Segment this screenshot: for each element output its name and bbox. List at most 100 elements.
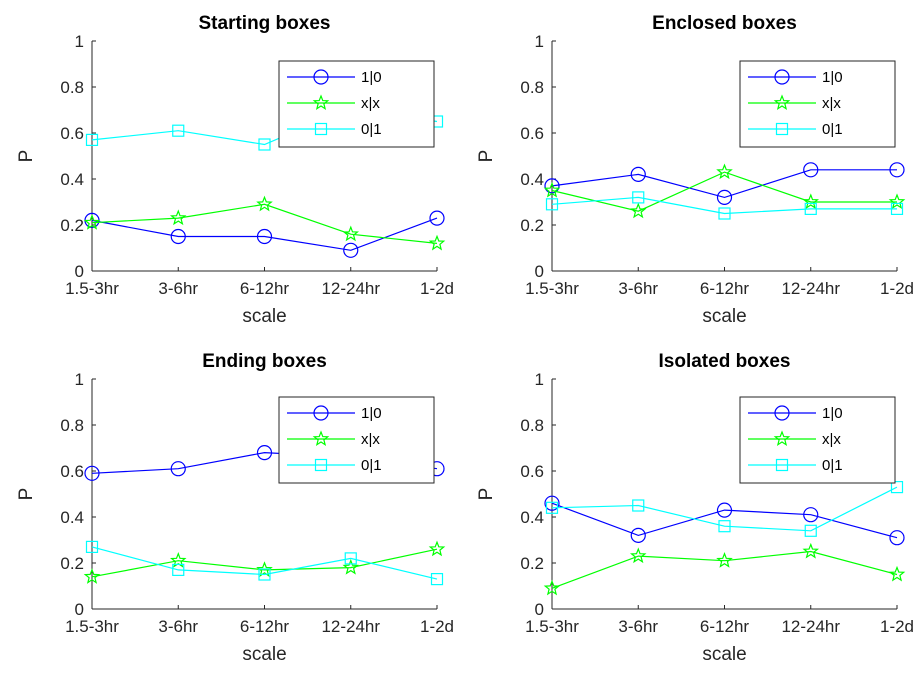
data-point	[630, 166, 646, 182]
y-tick-label: 1	[535, 32, 544, 51]
y-tick-label: 0.6	[60, 124, 84, 143]
data-point	[84, 465, 100, 481]
x-tick-label: 1-2d	[880, 279, 914, 298]
data-point	[804, 202, 817, 215]
legend-marker	[774, 405, 790, 421]
x-tick-label: 6-12hr	[700, 617, 749, 636]
y-tick-label: 0	[75, 262, 84, 281]
legend-label: 1|0	[361, 405, 382, 422]
x-axis-label: scale	[702, 306, 746, 327]
data-point	[172, 124, 185, 137]
y-tick-label: 0.8	[60, 78, 84, 97]
legend-marker	[312, 430, 330, 447]
legend-label: 0|1	[361, 457, 382, 474]
legend-label: 1|0	[361, 69, 382, 86]
y-tick-label: 0.8	[520, 78, 544, 97]
series-square	[85, 540, 444, 586]
data-point	[343, 242, 359, 258]
data-point	[344, 552, 357, 565]
legend-label: 1|0	[822, 405, 843, 422]
y-tick-label: 0.2	[60, 216, 84, 235]
series-line	[551, 169, 897, 199]
subplot-2: Ending boxes 0 0.2 0.4 0.6 0.8 1 1.5-3hr 3-6hr 6-…	[16, 351, 454, 665]
x-tick-label: 3-6hr	[618, 617, 658, 636]
legend-label: 1|0	[822, 69, 843, 86]
legend-label: 0|1	[361, 121, 382, 138]
series-star	[543, 163, 906, 219]
y-tick-label: 0.8	[60, 416, 84, 435]
data-point	[429, 210, 445, 226]
series-star	[83, 195, 446, 251]
x-tick-label: 1-2d	[420, 617, 454, 636]
legend-box	[739, 396, 896, 484]
x-tick-label: 12-24hr	[321, 617, 380, 636]
series-line	[551, 502, 898, 539]
data-point	[545, 501, 559, 514]
data-point	[804, 524, 817, 537]
legend: 1|0 x|x 0|1	[739, 396, 896, 484]
series-circle	[544, 495, 905, 546]
y-tick-label: 1	[535, 370, 544, 389]
x-tick-label: 1.5-3hr	[525, 617, 579, 636]
x-tick-label: 3-6hr	[618, 279, 658, 298]
series-circle	[544, 162, 905, 205]
series-star	[543, 542, 906, 596]
chart-title: Starting boxes	[199, 13, 331, 34]
x-axis-label: scale	[242, 644, 286, 665]
y-axis-label: P	[16, 488, 37, 501]
x-tick-label: 12-24hr	[321, 279, 380, 298]
legend-box	[739, 60, 896, 148]
y-tick-label: 0.4	[60, 508, 84, 527]
subplot-3: Isolated boxes 0 0.2 0.4 0.6 0.8 1 1.5-3hr 3-6hr…	[476, 351, 914, 665]
data-point	[803, 162, 819, 178]
data-point	[169, 552, 187, 568]
legend-label: x|x	[822, 431, 841, 448]
data-point	[890, 202, 904, 215]
y-tick-label: 0	[535, 600, 544, 619]
legend-label: 0|1	[822, 121, 843, 138]
x-tick-label: 6-12hr	[700, 279, 749, 298]
data-point	[890, 481, 904, 494]
data-point	[258, 138, 271, 151]
y-tick-label: 0.4	[60, 170, 84, 189]
legend: 1|0 x|x 0|1	[278, 60, 435, 148]
x-tick-label: 1.5-3hr	[65, 617, 119, 636]
data-point	[888, 193, 906, 210]
y-axis-label: P	[476, 150, 497, 163]
legend-box	[278, 60, 435, 148]
data-point	[630, 527, 646, 544]
x-tick-label: 1-2d	[880, 617, 914, 636]
series-line	[91, 203, 438, 244]
data-point	[342, 558, 360, 575]
y-tick-label: 0.6	[520, 462, 544, 481]
legend-marker	[773, 94, 791, 111]
legend-marker	[775, 122, 789, 136]
data-point	[716, 163, 733, 180]
series-line	[551, 486, 898, 532]
data-point	[716, 552, 733, 568]
data-point	[170, 228, 186, 245]
data-point	[256, 445, 273, 461]
data-point	[718, 207, 731, 220]
data-point	[803, 507, 819, 523]
x-axis-label: scale	[702, 644, 746, 665]
data-point	[169, 209, 187, 226]
data-point	[545, 198, 559, 211]
data-point	[632, 191, 645, 204]
data-point	[716, 189, 733, 205]
y-tick-label: 0.2	[60, 554, 84, 573]
y-tick-label: 0.4	[520, 508, 544, 527]
data-point	[85, 540, 99, 554]
subplot-0: Starting boxes 0 0.2 0.4 0.6 0.8 1 1.5-3hr 3-6hr…	[16, 13, 454, 327]
legend: 1|0 x|x 0|1	[739, 60, 896, 148]
x-tick-label: 6-12hr	[240, 279, 289, 298]
y-axis-label: P	[16, 150, 37, 163]
data-point	[258, 568, 271, 581]
data-point	[802, 542, 820, 559]
data-point	[543, 579, 561, 596]
y-tick-label: 0.6	[520, 124, 544, 143]
data-point	[256, 561, 273, 577]
x-tick-label: 12-24hr	[781, 617, 840, 636]
series-line	[91, 546, 438, 580]
